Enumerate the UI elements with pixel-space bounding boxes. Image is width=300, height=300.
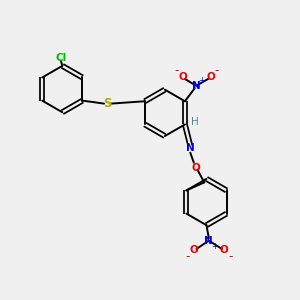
Text: -: - xyxy=(215,64,219,77)
Text: -: - xyxy=(185,250,190,263)
Text: O: O xyxy=(192,163,200,172)
Text: +: + xyxy=(198,76,205,85)
Text: -: - xyxy=(229,250,233,263)
Text: N: N xyxy=(205,236,213,246)
Text: Cl: Cl xyxy=(55,52,67,63)
Text: O: O xyxy=(206,73,215,82)
Text: O: O xyxy=(220,245,229,256)
Text: S: S xyxy=(103,97,111,110)
Text: H: H xyxy=(190,117,198,128)
Text: N: N xyxy=(186,143,195,153)
Text: O: O xyxy=(178,73,187,82)
Text: N: N xyxy=(192,81,201,91)
Text: -: - xyxy=(174,64,179,77)
Text: O: O xyxy=(190,245,198,256)
Text: +: + xyxy=(211,242,217,250)
